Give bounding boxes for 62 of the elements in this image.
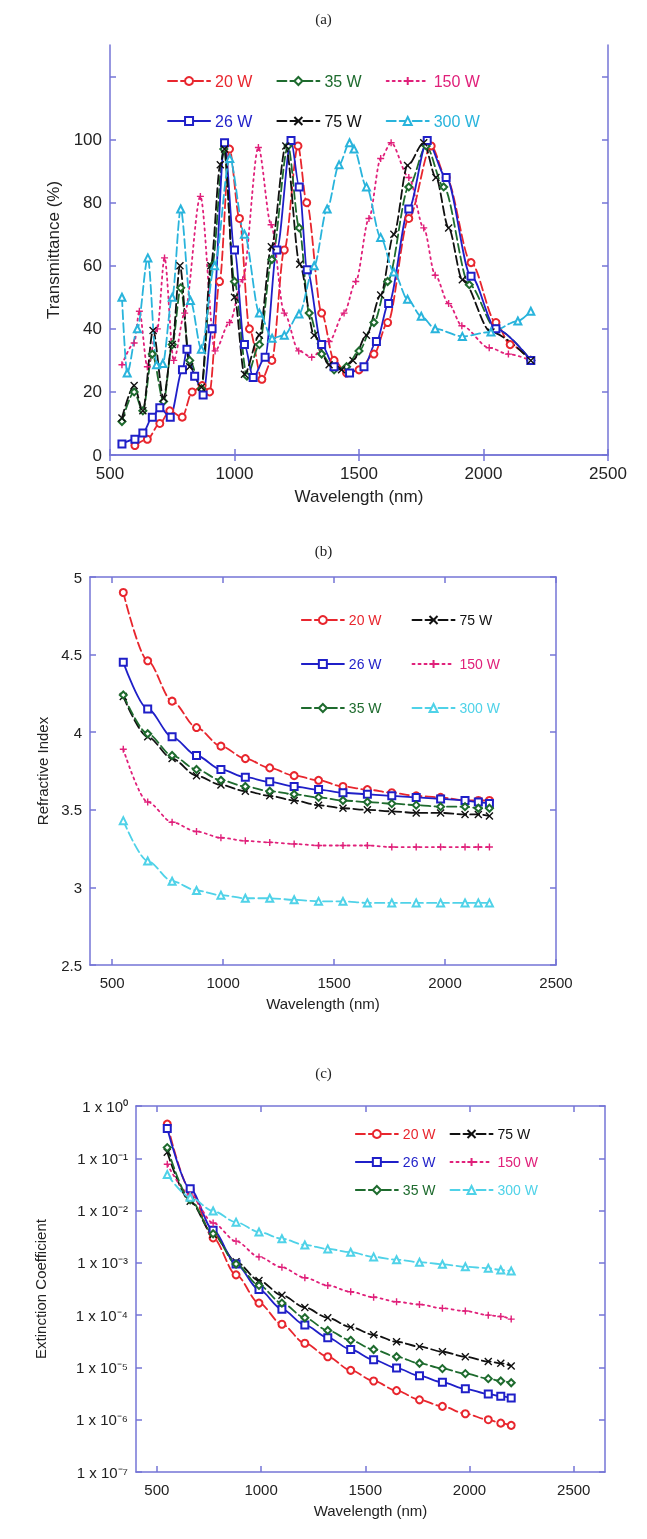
y-tick-label: 1 x 10⁻⁴ [75,1306,128,1324]
y-axis-title: Transmittance (%) [44,180,63,320]
x-tick-label: 500 [144,1481,170,1498]
x-axis-title: Wavelength (nm) [313,1502,428,1519]
y-tick-label: 3 [73,878,82,896]
y-tick-label: 1 x 10⁻⁷ [76,1463,128,1481]
x-tick-label: 2000 [428,974,462,991]
chart-title: (a) [315,10,332,28]
y-tick-label: 2.5 [61,956,82,974]
x-tick-label: 1500 [317,974,351,991]
legend-label: 150 W [459,656,501,672]
y-tick-label: 4 [73,723,82,741]
legend-label: 35 W [348,700,383,716]
y-axis-title: Extinction Coefficient [32,1218,49,1359]
y-axis-title: Refractive Index [34,716,51,826]
y-tick-label: 0 [92,445,102,465]
y-tick-label: 4.5 [61,646,82,664]
x-tick-label: 1000 [206,974,240,991]
y-tick-label: 40 [83,319,102,339]
legend-label: 150 W [497,1154,539,1170]
x-tick-label: 1000 [215,464,254,483]
x-tick-label: 1500 [348,1481,382,1498]
legend-label: 20 W [402,1126,437,1142]
x-tick-label: 2500 [539,974,573,991]
chart-title: (b) [314,542,333,560]
y-tick-label: 1 x 10⁰ [82,1097,128,1115]
legend-label: 300 W [433,112,481,130]
legend-label: 26 W [215,112,254,130]
legend-label: 26 W [348,656,383,672]
x-tick-label: 2500 [557,1481,591,1498]
y-tick-label: 1 x 10⁻³ [77,1254,128,1272]
x-tick-label: 2000 [452,1481,487,1498]
y-tick-label: 1 x 10⁻⁶ [75,1411,128,1429]
y-tick-label: 1 x 10⁻¹ [77,1149,128,1167]
y-tick-label: 3.5 [61,801,82,819]
x-tick-label: 500 [99,974,125,991]
legend-label: 300 W [497,1182,539,1198]
legend-label: 35 W [402,1182,437,1198]
legend-label: 150 W [433,72,481,90]
y-tick-label: 100 [73,130,102,150]
x-tick-label: 500 [95,464,125,483]
x-tick-label: 1500 [340,464,378,483]
legend-label: 26 W [402,1154,437,1170]
x-tick-label: 2500 [589,464,627,483]
y-tick-label: 20 [83,382,102,402]
y-tick-label: 1 x 10⁻² [77,1202,128,1220]
legend-label: 75 W [324,112,363,130]
legend-label: 300 W [459,700,501,716]
legend-label: 20 W [215,72,254,90]
y-tick-label: 5 [73,568,82,586]
x-tick-label: 1000 [244,1481,278,1498]
y-tick-label: 80 [83,193,102,213]
legend-label: 75 W [459,612,493,628]
legend-label: 20 W [348,612,383,628]
legend-label: 75 W [497,1126,531,1142]
y-tick-label: 60 [83,256,102,276]
y-tick-label: 1 x 10⁻⁵ [75,1358,128,1376]
x-tick-label: 2000 [464,464,503,483]
x-axis-title: Wavelength (nm) [266,995,380,1012]
chart-title: (c) [315,1064,332,1082]
x-axis-title: Wavelength (nm) [294,487,424,506]
legend-label: 35 W [324,72,363,90]
